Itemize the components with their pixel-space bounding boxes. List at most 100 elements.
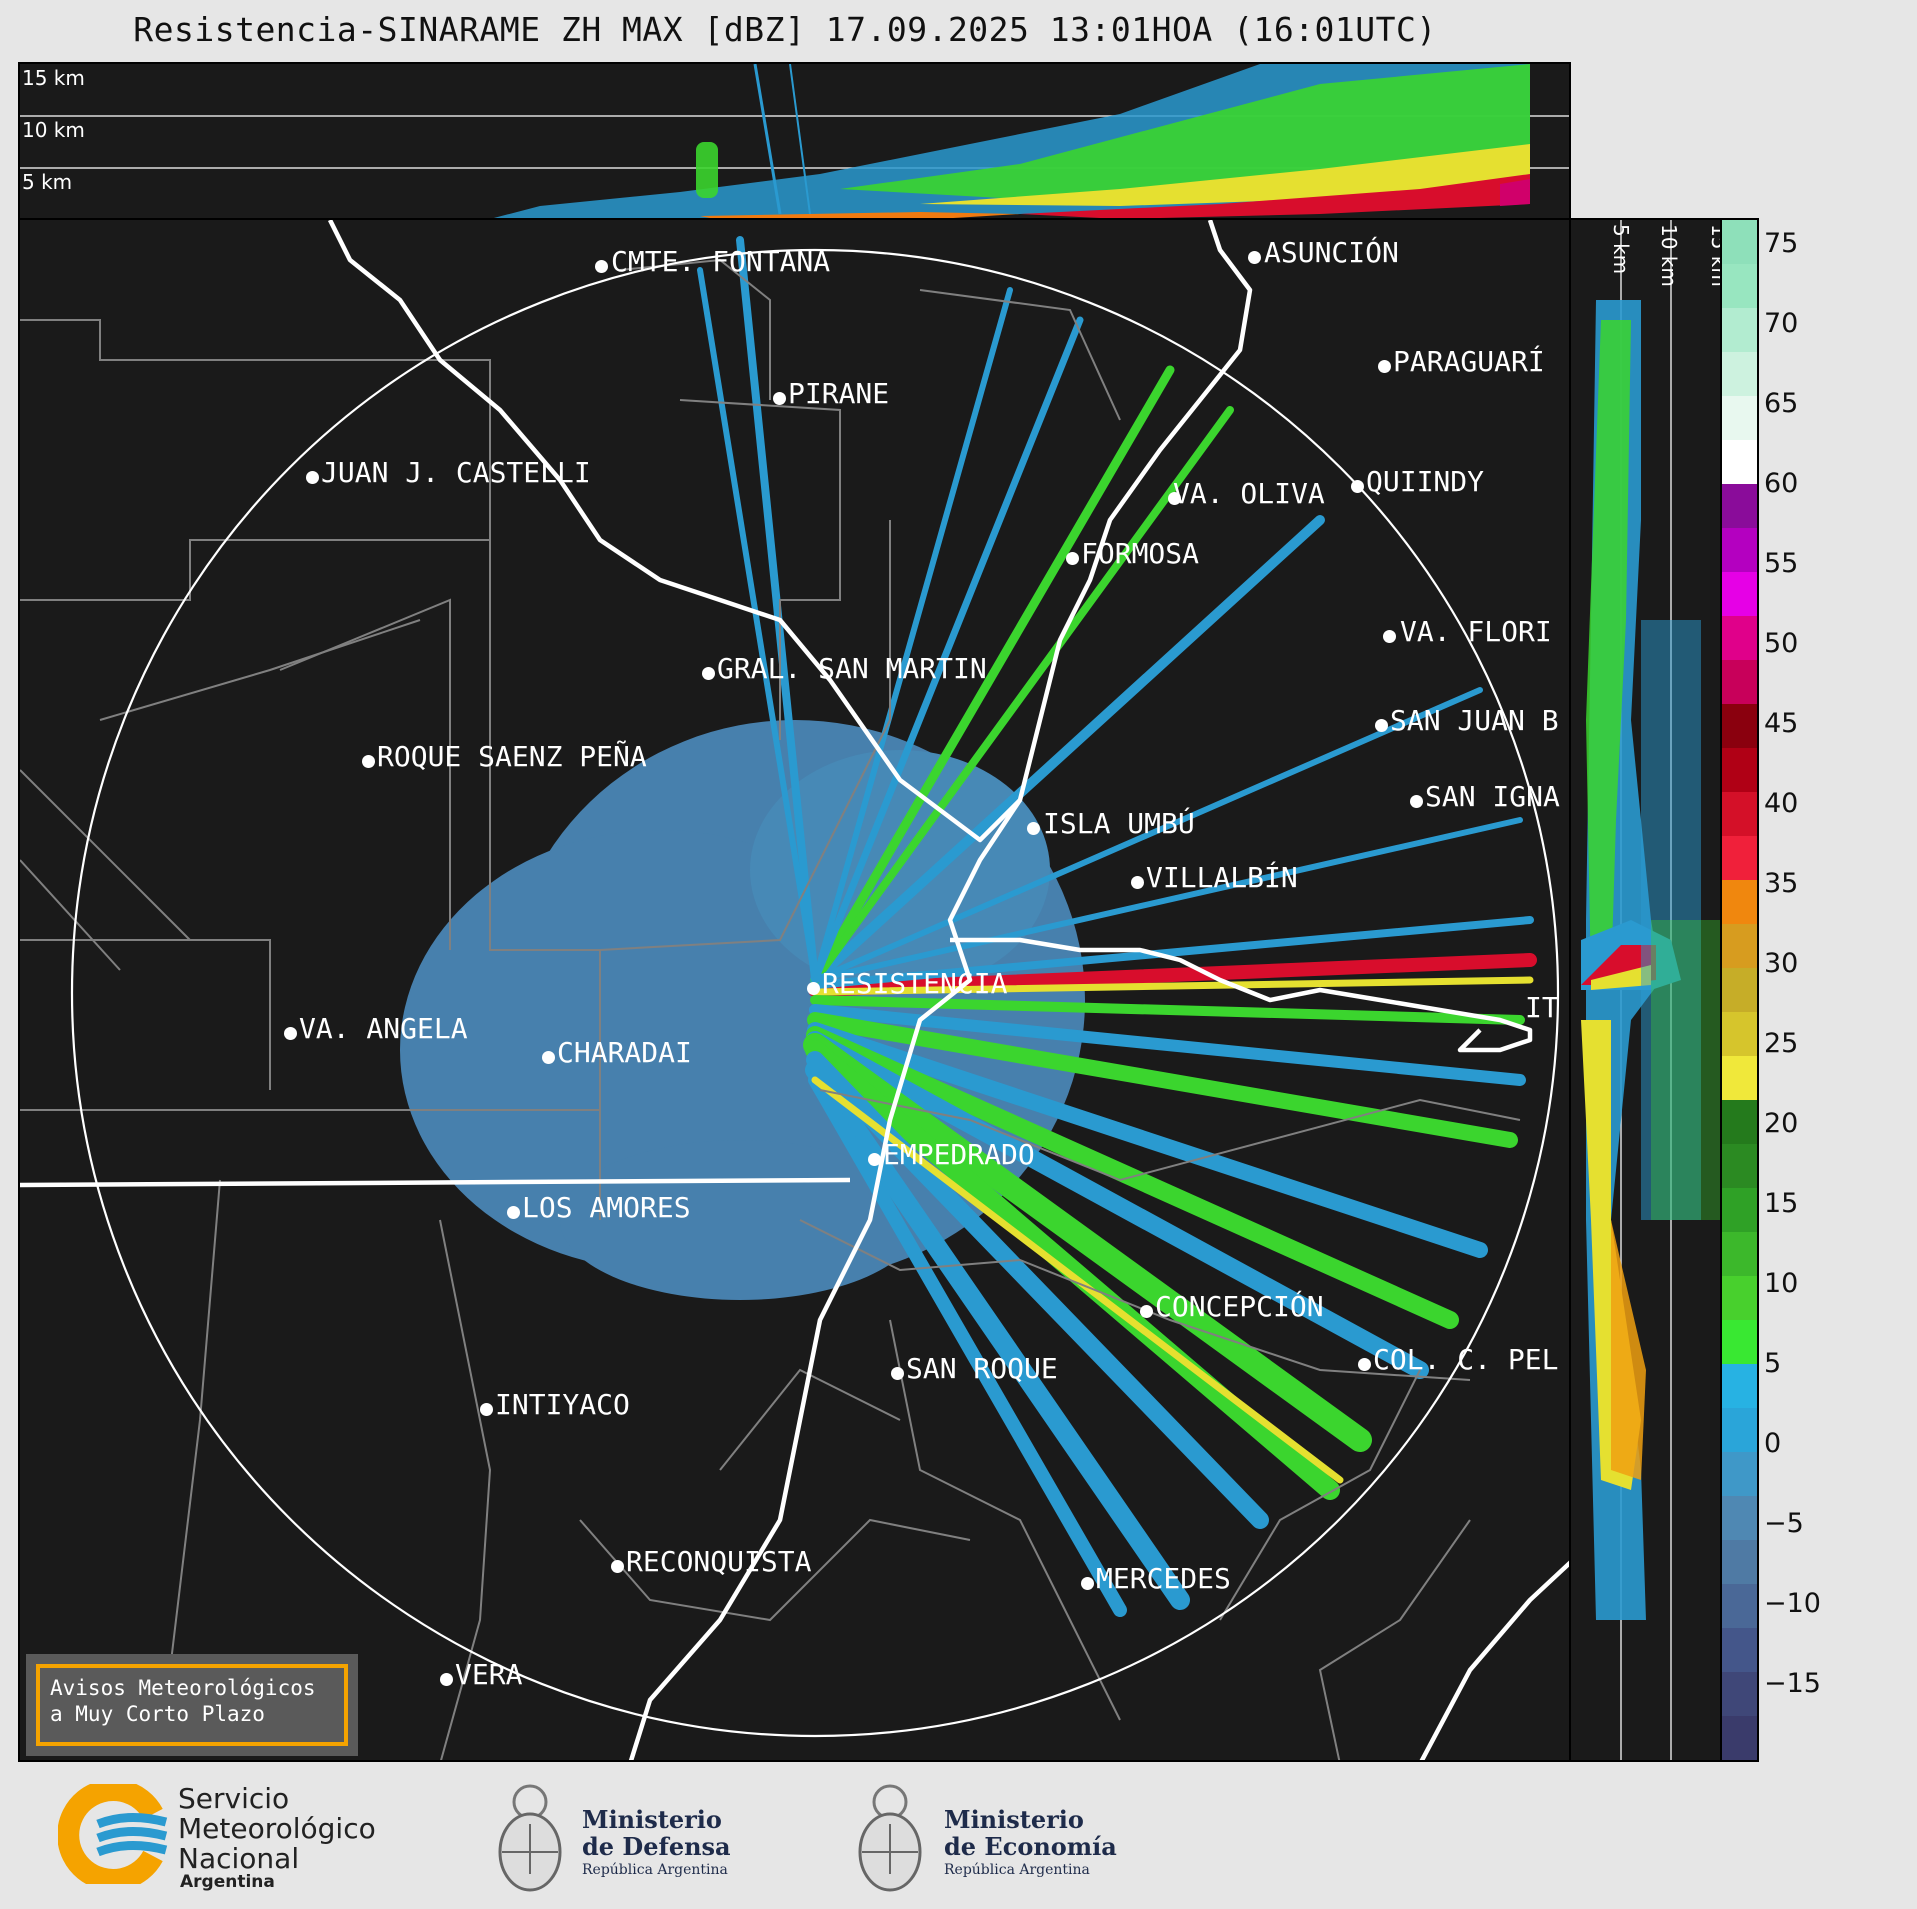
top-alt-label-15: 15 km xyxy=(22,66,85,90)
colorbar-tick-label: 25 xyxy=(1764,1028,1799,1059)
city-label: RESISTENCIA xyxy=(822,967,1008,1000)
colorbar-segment xyxy=(1722,1188,1757,1232)
city-marker xyxy=(1081,1577,1094,1590)
right-cross-section-echo xyxy=(1581,220,1721,1760)
colorbar-tick-label: 10 xyxy=(1764,1268,1799,1299)
city-marker xyxy=(1378,360,1391,373)
colorbar-segment xyxy=(1722,1496,1757,1540)
colorbar-segment xyxy=(1722,1144,1757,1188)
colorbar-segment xyxy=(1722,924,1757,968)
colorbar-segment xyxy=(1722,1276,1757,1320)
colorbar-tick-label: 40 xyxy=(1764,788,1799,819)
colorbar-segment xyxy=(1722,1100,1757,1144)
city-label: LOS AMORES xyxy=(522,1191,691,1224)
avisos-line-2: a Muy Corto Plazo xyxy=(50,1702,265,1726)
city-label: SAN JUAN B xyxy=(1390,704,1559,737)
colorbar-segment xyxy=(1722,1232,1757,1276)
city-label: CHARADAI xyxy=(557,1036,692,1069)
city-marker xyxy=(1168,492,1181,505)
colorbar-tick-label: 60 xyxy=(1764,468,1799,499)
colorbar-segment xyxy=(1722,660,1757,704)
city-label: PARAGUARÍ xyxy=(1393,345,1545,378)
smn-name-1: Servicio xyxy=(178,1782,290,1815)
city-label: COL. C. PEL xyxy=(1373,1343,1559,1376)
city-marker xyxy=(1375,719,1388,732)
city-marker xyxy=(773,392,786,405)
right-alt-label-10: 10 km xyxy=(1657,224,1681,287)
right-cross-section-panel: 5 km 10 km 15 km xyxy=(1569,218,1727,1762)
city-label: GRAL. SAN MARTIN xyxy=(717,652,987,685)
city-label: MERCEDES xyxy=(1096,1562,1231,1595)
city-marker xyxy=(507,1206,520,1219)
smn-name-2: Meteorológico xyxy=(178,1812,376,1845)
city-label: SAN IGNA xyxy=(1425,780,1560,813)
colorbar-tick-label: 70 xyxy=(1764,308,1799,339)
city-label: VA. ANGELA xyxy=(299,1012,468,1045)
city-label: CMTE. FONTANA xyxy=(611,245,831,278)
city-label: ASUNCIÓN xyxy=(1264,236,1399,269)
colorbar-tick-label: −15 xyxy=(1764,1668,1821,1699)
colorbar-segment xyxy=(1722,1584,1757,1628)
top-cross-section-echo xyxy=(20,64,1569,218)
colorbar-segment xyxy=(1722,880,1757,924)
colorbar-segment xyxy=(1722,396,1757,440)
colorbar-segment xyxy=(1722,616,1757,660)
colorbar-tick-label: 20 xyxy=(1764,1108,1799,1139)
colorbar-segment xyxy=(1722,1672,1757,1716)
city-marker xyxy=(611,1560,624,1573)
colorbar-segment xyxy=(1722,1364,1757,1408)
city-marker xyxy=(1410,795,1423,808)
top-cross-section-panel: 15 km 10 km 5 km xyxy=(18,62,1571,220)
colorbar-segment xyxy=(1722,308,1757,352)
economia-line-3: República Argentina xyxy=(944,1862,1090,1878)
city-marker xyxy=(1066,552,1079,565)
city-label: INTIYACO xyxy=(495,1388,630,1421)
colorbar-tick-label: 0 xyxy=(1764,1428,1782,1459)
city-label: PIRANE xyxy=(788,377,890,410)
province-borders xyxy=(20,258,1521,1760)
city-label: QUIINDY xyxy=(1366,465,1485,498)
city-marker xyxy=(702,667,715,680)
economia-line-2: de Economía xyxy=(944,1832,1117,1861)
city-label: VA. OLIVA xyxy=(1173,477,1325,510)
colorbar-segment xyxy=(1722,1408,1757,1452)
city-marker xyxy=(542,1051,555,1064)
city-marker xyxy=(1358,1358,1371,1371)
city-marker xyxy=(595,260,608,273)
colorbar-segment xyxy=(1722,1716,1757,1760)
colorbar-segment xyxy=(1722,484,1757,528)
city-label: RECONQUISTA xyxy=(626,1545,812,1578)
defensa-line-2: de Defensa xyxy=(582,1832,731,1861)
city-marker xyxy=(807,982,820,995)
colorbar-tick-label: 35 xyxy=(1764,868,1799,899)
colorbar-segment xyxy=(1722,1320,1757,1364)
city-marker xyxy=(1131,876,1144,889)
city-label: IT xyxy=(1525,991,1559,1024)
city-label: VILLALBÍN xyxy=(1146,861,1298,894)
defensa-coat-of-arms-icon xyxy=(494,1774,566,1898)
smn-name-3: Nacional xyxy=(178,1842,300,1875)
defensa-line-1: Ministerio xyxy=(582,1805,722,1834)
avisos-line-1: Avisos Meteorológicos xyxy=(50,1676,316,1700)
colorbar-segment xyxy=(1722,572,1757,616)
colorbar-segment xyxy=(1722,528,1757,572)
national-borders xyxy=(20,220,1569,1760)
city-marker xyxy=(362,755,375,768)
radar-map-svg xyxy=(20,220,1569,1760)
colorbar-segment xyxy=(1722,836,1757,880)
city-marker xyxy=(1248,251,1261,264)
city-marker xyxy=(440,1673,453,1686)
colorbar-tick-label: 75 xyxy=(1764,228,1799,259)
city-marker xyxy=(1383,630,1396,643)
smn-logo xyxy=(57,1779,168,1891)
city-label: JUAN J. CASTELLI xyxy=(321,456,591,489)
colorbar-tick-label: 55 xyxy=(1764,548,1799,579)
colorbar-segment xyxy=(1722,1452,1757,1496)
smn-emblem-icon xyxy=(57,1779,168,1891)
colorbar-segment xyxy=(1722,1056,1757,1100)
right-alt-label-5: 5 km xyxy=(1609,224,1633,275)
city-label: CONCEPCIÓN xyxy=(1155,1290,1324,1323)
colorbar-tick-label: −5 xyxy=(1764,1508,1804,1539)
city-marker xyxy=(1027,822,1040,835)
colorbar-segment xyxy=(1722,748,1757,792)
